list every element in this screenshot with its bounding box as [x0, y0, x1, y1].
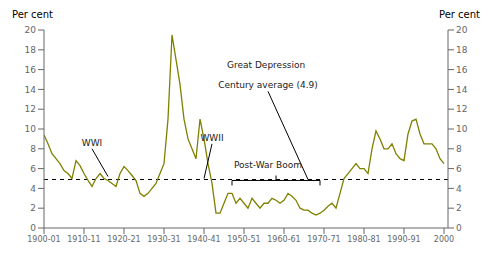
svg-text:6: 6: [30, 164, 36, 174]
svg-text:Post-War Boom: Post-War Boom: [234, 160, 302, 170]
svg-text:WWI: WWI: [82, 138, 102, 148]
svg-text:Century average (4.9): Century average (4.9): [218, 80, 318, 90]
svg-text:1950-51: 1950-51: [227, 235, 260, 244]
svg-text:1920-21: 1920-21: [107, 235, 140, 244]
svg-text:14: 14: [456, 85, 468, 95]
svg-text:4: 4: [30, 184, 36, 194]
svg-text:16: 16: [25, 65, 37, 75]
html-text:Per cent: Per cent: [12, 9, 53, 20]
html-text:Per cent: Per cent: [439, 9, 480, 20]
svg-text:6: 6: [456, 164, 462, 174]
svg-text:12: 12: [456, 104, 467, 114]
svg-text:WWII: WWII: [200, 133, 223, 143]
svg-text:1960-61: 1960-61: [267, 235, 300, 244]
svg-text:20: 20: [25, 25, 37, 35]
svg-text:Great Depression: Great Depression: [227, 60, 305, 70]
svg-text:2000: 2000: [434, 235, 454, 244]
svg-text:12: 12: [25, 104, 36, 114]
svg-text:1900-01: 1900-01: [27, 235, 60, 244]
svg-text:10: 10: [456, 124, 468, 134]
svg-text:18: 18: [456, 45, 468, 55]
svg-text:0: 0: [30, 223, 36, 233]
svg-text:20: 20: [456, 25, 468, 35]
svg-text:8: 8: [456, 144, 462, 154]
svg-text:14: 14: [25, 85, 37, 95]
svg-text:1970-71: 1970-71: [307, 235, 340, 244]
svg-text:1980-81: 1980-81: [347, 235, 380, 244]
svg-text:1990-91: 1990-91: [387, 235, 420, 244]
svg-text:1910-11: 1910-11: [67, 235, 100, 244]
svg-text:1930-31: 1930-31: [147, 235, 180, 244]
svg-text:16: 16: [456, 65, 468, 75]
svg-text:2: 2: [456, 203, 462, 213]
svg-text:0: 0: [456, 223, 462, 233]
svg-text:1940-41: 1940-41: [187, 235, 220, 244]
svg-text:10: 10: [25, 124, 37, 134]
svg-text:18: 18: [25, 45, 37, 55]
svg-text:2: 2: [30, 203, 36, 213]
svg-text:4: 4: [456, 184, 462, 194]
svg-text:8: 8: [30, 144, 36, 154]
